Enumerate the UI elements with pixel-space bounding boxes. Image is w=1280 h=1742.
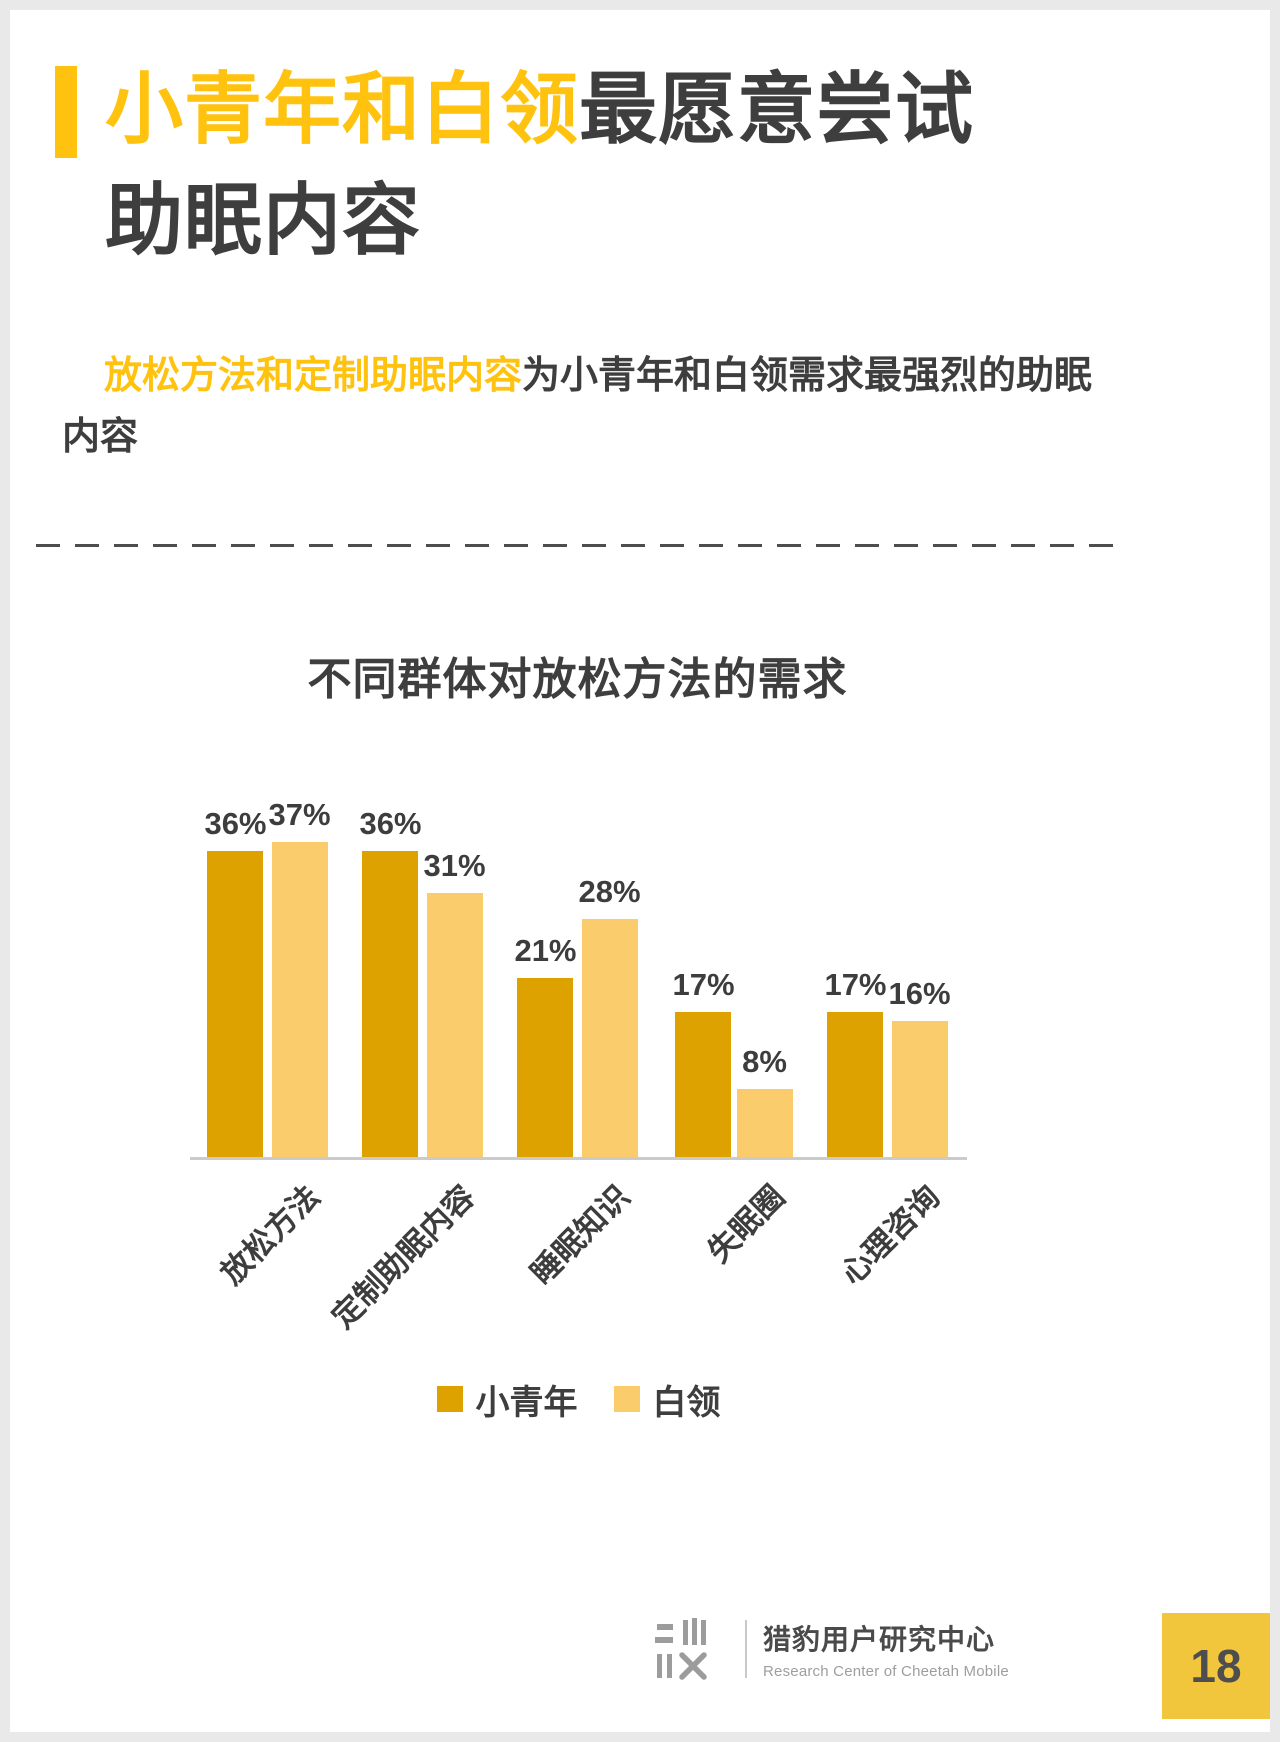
bar-column: 17%: [824, 966, 887, 1157]
page-title: 小青年和白领最愿意尝试 助眠内容: [105, 54, 974, 276]
x-axis-label: 睡眠知识: [523, 1178, 636, 1291]
title-line2: 助眠内容: [105, 175, 422, 264]
bar-value-label: 17%: [824, 966, 887, 1002]
legend-swatch: [436, 1386, 463, 1413]
x-axis-label: 失眠圈: [700, 1178, 791, 1269]
bar: [675, 1011, 732, 1157]
bar-column: 37%: [269, 797, 331, 1157]
bar-value-label: 36%: [204, 805, 267, 841]
brand-text: 猎豹用户研究中心 Research Center of Cheetah Mobi…: [763, 1618, 1009, 1680]
legend-item: 白领: [613, 1375, 721, 1424]
footer-brand: 猎豹用户研究中心 Research Center of Cheetah Mobi…: [655, 1618, 1009, 1680]
bar: [581, 918, 638, 1157]
bar-group: 36% 31% 定制助眠内容: [325, 765, 500, 1335]
bar-column: 28%: [579, 874, 641, 1157]
report-page: 小青年和白领最愿意尝试 助眠内容 放松方法和定制助眠内容为小青年和白领需求最强烈…: [10, 10, 1270, 1732]
bar-value-label: 28%: [578, 873, 641, 909]
bar-column: 36%: [204, 805, 267, 1157]
legend-label: 白领: [652, 1383, 721, 1422]
bar: [207, 850, 264, 1157]
x-axis-label: 心理咨询: [833, 1178, 946, 1291]
bar-value-label: 17%: [672, 966, 735, 1002]
header: 小青年和白领最愿意尝试 助眠内容: [10, 10, 1270, 276]
bar-value-label: 36%: [359, 805, 422, 841]
x-axis-label: 定制助眠内容: [324, 1178, 481, 1335]
bar: [271, 841, 328, 1157]
subtitle-highlight: 放松方法和定制助眠内容: [104, 354, 523, 397]
bar-group: 21% 28% 睡眠知识: [500, 765, 655, 1291]
legend-item: 小青年: [436, 1375, 578, 1424]
dashed-divider: [36, 543, 1125, 547]
bar-column: 17%: [672, 966, 735, 1157]
org-name: 猎豹用户研究中心: [763, 1624, 996, 1655]
bar-column: 31%: [424, 848, 486, 1157]
title-line1: 小青年和白领最愿意尝试: [105, 54, 974, 165]
title-accent-bar: [55, 66, 77, 158]
bar-value-label: 21%: [514, 932, 577, 968]
bar-value-label: 31%: [423, 847, 486, 883]
bar-column: 36%: [359, 805, 422, 1157]
legend-swatch: [613, 1386, 640, 1413]
bar: [827, 1011, 884, 1157]
bar-group: 17% 8% 失眠圈: [655, 765, 810, 1269]
bar-column: 8%: [736, 1043, 793, 1157]
chart-legend: 小青年 白领: [190, 1375, 967, 1424]
cheetah-mobile-logo: [655, 1618, 707, 1680]
subtitle-rest: 为小青年和白领需求最强烈的助眠内容: [62, 354, 1093, 459]
bar-value-label: 16%: [888, 975, 951, 1011]
title-rest: 最愿意尝试: [579, 65, 975, 153]
bar-column: 21%: [514, 932, 577, 1157]
bar-value-label: 8%: [742, 1043, 787, 1079]
page-number-badge: 18: [1162, 1613, 1270, 1719]
bar: [362, 850, 419, 1157]
org-name-en: Research Center of Cheetah Mobile: [763, 1663, 1009, 1680]
legend-label: 小青年: [475, 1383, 578, 1422]
bar: [426, 892, 483, 1157]
bar-group: 36% 37% 放松方法: [190, 765, 345, 1291]
bar: [517, 977, 574, 1157]
bar: [736, 1088, 793, 1157]
subtitle: 放松方法和定制助眠内容为小青年和白领需求最强烈的助眠内容: [62, 346, 1130, 469]
chart-section: 不同群体对放松方法的需求 36% 37% 放松方法 36% 31% 定制助眠内容 21% 28…: [10, 643, 1270, 1424]
bar-column: 16%: [889, 976, 951, 1157]
chart-title: 不同群体对放松方法的需求: [307, 654, 848, 704]
title-highlight: 小青年和白领: [105, 65, 580, 153]
bar-group: 17% 16% 心理咨询: [810, 765, 965, 1291]
bar: [891, 1020, 948, 1157]
brand-divider: [745, 1620, 747, 1678]
x-axis-label: 放松方法: [213, 1178, 326, 1291]
bar-value-label: 37%: [268, 796, 331, 832]
bar-plot: 36% 37% 放松方法 36% 31% 定制助眠内容 21% 28% 睡眠知识 17% 8% 失眠圈…: [190, 765, 967, 1335]
